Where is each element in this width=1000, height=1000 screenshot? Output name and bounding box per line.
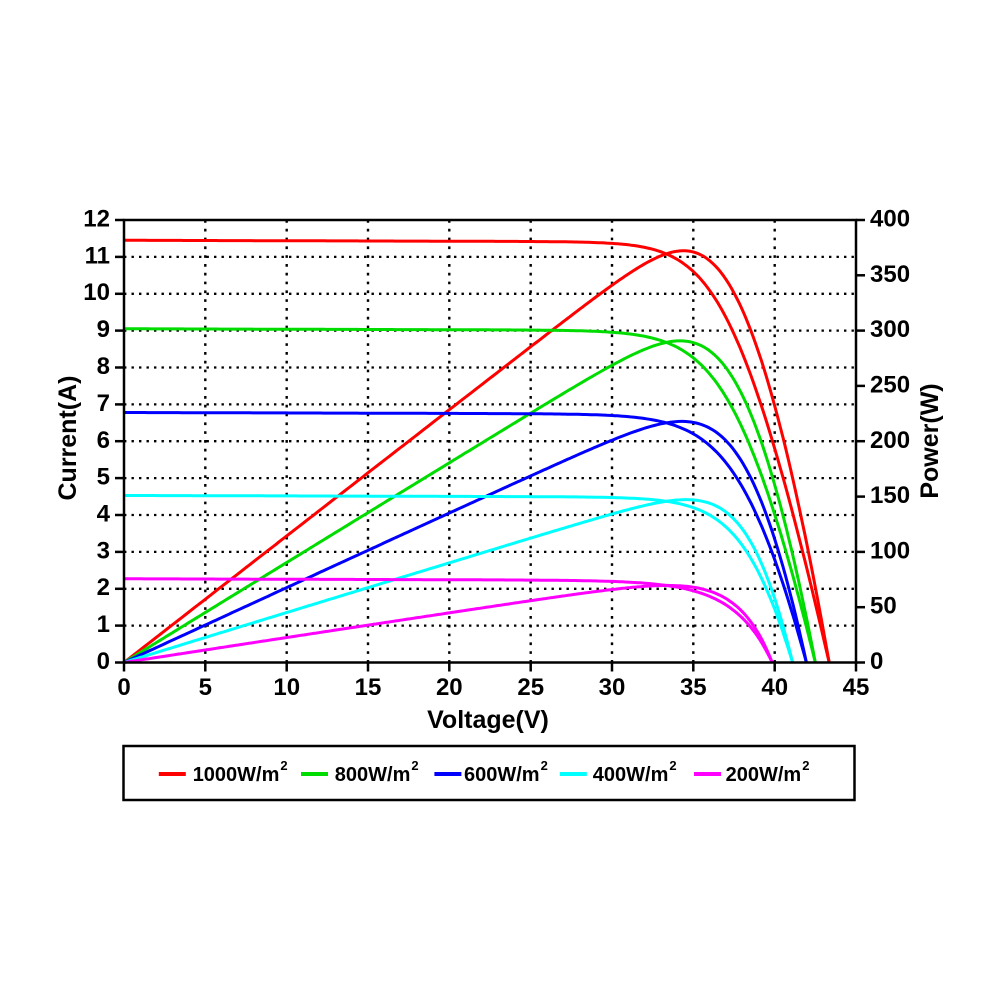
svg-text:800W/m: 800W/m — [335, 764, 411, 786]
svg-text:200W/m: 200W/m — [726, 764, 802, 786]
svg-text:10: 10 — [83, 279, 110, 306]
svg-text:15: 15 — [355, 674, 382, 701]
svg-text:400: 400 — [870, 206, 910, 233]
svg-text:Power(W): Power(W) — [916, 383, 944, 498]
svg-text:0: 0 — [97, 648, 110, 675]
svg-text:40: 40 — [761, 674, 788, 701]
svg-text:11: 11 — [85, 242, 110, 269]
svg-text:1000W/m: 1000W/m — [193, 764, 280, 786]
svg-text:6: 6 — [97, 427, 110, 454]
svg-text:1: 1 — [97, 611, 110, 638]
svg-text:9: 9 — [97, 316, 110, 343]
svg-text:10: 10 — [273, 674, 300, 701]
svg-text:5: 5 — [199, 674, 212, 701]
svg-text:5: 5 — [97, 464, 110, 491]
svg-text:2: 2 — [411, 758, 418, 773]
svg-text:600W/m: 600W/m — [464, 764, 540, 786]
svg-text:25: 25 — [517, 674, 544, 701]
svg-text:50: 50 — [870, 593, 897, 620]
svg-text:2: 2 — [802, 758, 809, 773]
svg-text:2: 2 — [97, 574, 110, 601]
svg-text:2: 2 — [541, 758, 548, 773]
svg-text:400W/m: 400W/m — [593, 764, 669, 786]
svg-text:30: 30 — [599, 674, 626, 701]
svg-text:150: 150 — [870, 482, 910, 509]
svg-text:45: 45 — [843, 674, 870, 701]
svg-text:100: 100 — [870, 537, 910, 564]
svg-text:300: 300 — [870, 316, 910, 343]
svg-text:350: 350 — [870, 261, 910, 288]
svg-text:0: 0 — [117, 674, 130, 701]
svg-text:8: 8 — [97, 353, 110, 380]
svg-text:0: 0 — [870, 648, 883, 675]
svg-text:3: 3 — [97, 537, 110, 564]
svg-text:7: 7 — [97, 390, 110, 417]
svg-text:2: 2 — [669, 758, 676, 773]
svg-text:20: 20 — [436, 674, 463, 701]
svg-text:35: 35 — [680, 674, 707, 701]
svg-text:Voltage(V): Voltage(V) — [427, 706, 549, 734]
svg-text:2: 2 — [280, 758, 287, 773]
svg-text:4: 4 — [97, 501, 111, 528]
svg-text:200: 200 — [870, 427, 910, 454]
svg-text:Current(A): Current(A) — [54, 376, 82, 501]
svg-text:12: 12 — [83, 206, 110, 233]
svg-text:250: 250 — [870, 371, 910, 398]
